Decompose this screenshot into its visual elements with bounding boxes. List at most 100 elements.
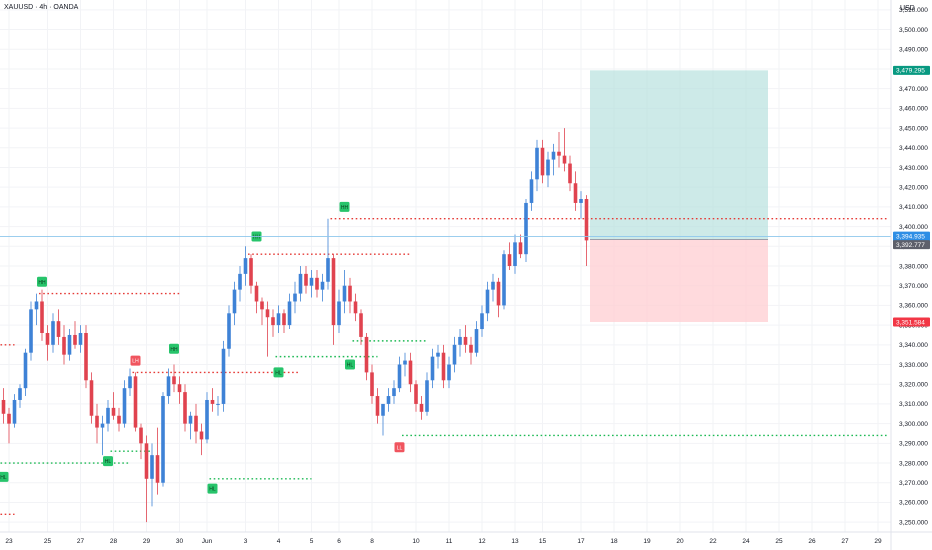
candle[interactable] [111, 392, 116, 420]
candle-body[interactable] [232, 289, 237, 314]
candle-body[interactable] [139, 427, 143, 444]
candle-body[interactable] [45, 332, 50, 345]
candle[interactable] [381, 403, 385, 436]
candle[interactable] [485, 281, 490, 322]
candle-body[interactable] [271, 317, 275, 326]
candle[interactable] [128, 368, 132, 397]
candle-body[interactable] [84, 332, 88, 381]
candle[interactable] [23, 348, 28, 397]
candle-body[interactable] [172, 376, 176, 385]
candle[interactable] [293, 281, 297, 314]
candle-body[interactable] [122, 388, 127, 424]
candle[interactable] [67, 329, 72, 361]
symbol-title[interactable]: XAUUSD · 4h · OANDA [4, 4, 79, 11]
candle-body[interactable] [480, 313, 484, 330]
candle-body[interactable] [579, 199, 583, 203]
candle-body[interactable] [337, 301, 341, 326]
candle[interactable] [425, 372, 429, 416]
candle[interactable] [397, 356, 402, 393]
candle-body[interactable] [40, 301, 44, 333]
candle[interactable] [172, 364, 176, 393]
candle-body[interactable] [309, 277, 314, 286]
candle[interactable] [529, 171, 534, 211]
candle[interactable] [353, 293, 358, 322]
candle-body[interactable] [436, 352, 440, 357]
candle-body[interactable] [403, 360, 407, 365]
candle-body[interactable] [177, 384, 182, 393]
candle[interactable] [337, 289, 341, 333]
candle[interactable] [34, 293, 39, 326]
candle[interactable] [40, 289, 44, 341]
candle-body[interactable] [573, 183, 578, 203]
candle[interactable] [491, 273, 495, 302]
candle-body[interactable] [562, 155, 567, 164]
candle-body[interactable] [282, 313, 286, 326]
candle-body[interactable] [133, 376, 138, 428]
candle-body[interactable] [491, 281, 495, 290]
candle-body[interactable] [359, 313, 363, 337]
candle[interactable] [84, 325, 88, 389]
candle[interactable] [408, 352, 413, 393]
candle-body[interactable] [441, 352, 446, 381]
candle-body[interactable] [150, 455, 154, 479]
candle[interactable] [144, 435, 149, 523]
candle-body[interactable] [535, 147, 539, 180]
candle[interactable] [56, 309, 61, 345]
candle[interactable] [392, 380, 396, 404]
candle[interactable] [254, 281, 259, 314]
candle-body[interactable] [458, 336, 462, 345]
candle[interactable] [265, 301, 270, 357]
candle-body[interactable] [381, 403, 385, 416]
candle[interactable] [436, 344, 440, 369]
candle[interactable] [7, 407, 11, 444]
candle-body[interactable] [67, 334, 72, 355]
candle-body[interactable] [1, 399, 6, 414]
candle[interactable] [78, 325, 83, 353]
candle[interactable] [331, 254, 336, 345]
candle-body[interactable] [183, 392, 187, 424]
candle[interactable] [194, 403, 198, 444]
candle-body[interactable] [557, 151, 561, 156]
candle[interactable] [524, 199, 528, 263]
candle[interactable] [546, 151, 550, 188]
candle-body[interactable] [100, 423, 105, 428]
candle[interactable] [29, 301, 33, 361]
candle-body[interactable] [463, 336, 468, 345]
candle[interactable] [260, 297, 264, 326]
candle-body[interactable] [117, 415, 121, 424]
candle[interactable] [95, 403, 99, 444]
candle[interactable] [568, 155, 572, 192]
candle-body[interactable] [56, 321, 61, 337]
candle-body[interactable] [529, 179, 534, 203]
candle-body[interactable] [276, 313, 281, 326]
candle-body[interactable] [447, 364, 451, 381]
candle-body[interactable] [452, 344, 457, 365]
candle[interactable] [166, 368, 171, 404]
candle[interactable] [227, 305, 231, 357]
candle[interactable] [513, 234, 517, 274]
candle[interactable] [502, 250, 506, 310]
candle-body[interactable] [370, 372, 374, 397]
candle-body[interactable] [546, 159, 550, 176]
candle[interactable] [326, 218, 330, 290]
candle-body[interactable] [392, 388, 396, 397]
candle-body[interactable] [166, 376, 171, 397]
candle-body[interactable] [397, 364, 402, 389]
candle[interactable] [386, 388, 391, 412]
candle-body[interactable] [89, 380, 94, 416]
candle-body[interactable] [304, 273, 308, 286]
candle[interactable] [304, 266, 308, 294]
candle-body[interactable] [243, 258, 248, 274]
candle-body[interactable] [469, 344, 473, 353]
candle[interactable] [447, 356, 451, 389]
candle[interactable] [150, 443, 154, 507]
candle-body[interactable] [18, 388, 22, 400]
candle-body[interactable] [128, 376, 132, 389]
candle-body[interactable] [320, 281, 325, 290]
candle[interactable] [342, 269, 347, 314]
candle[interactable] [243, 246, 248, 286]
candle-body[interactable] [111, 407, 116, 416]
candle[interactable] [271, 309, 275, 337]
candle[interactable] [177, 376, 182, 404]
candle-body[interactable] [408, 360, 413, 385]
